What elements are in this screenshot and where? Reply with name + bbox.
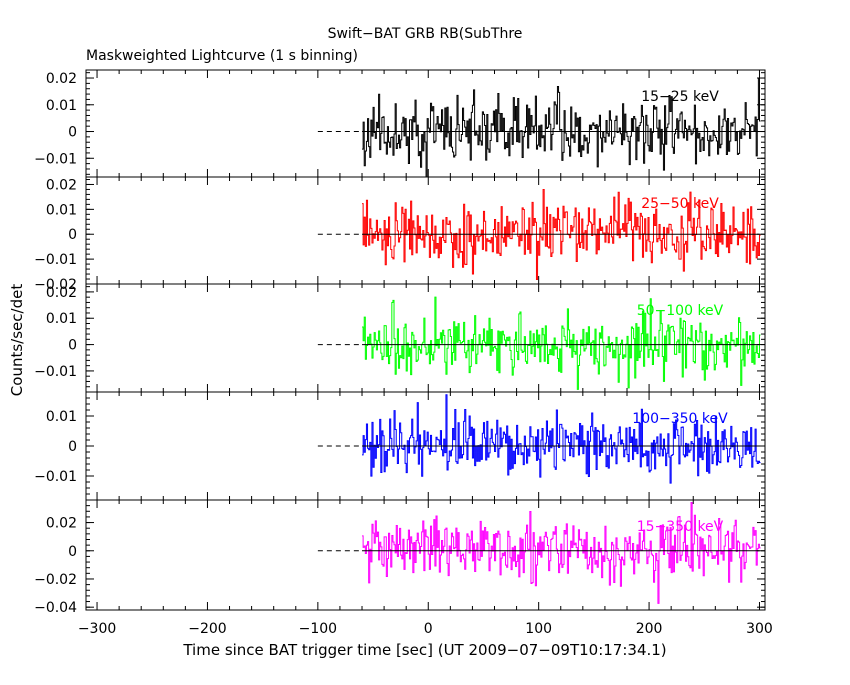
y-tick-label: −0.01	[34, 469, 77, 485]
x-axis-label: Time since BAT trigger time [sec] (UT 20…	[182, 641, 666, 659]
panel-frame	[85, 499, 766, 611]
series-line	[362, 502, 761, 604]
y-tick-label: −0.01	[34, 151, 77, 167]
y-tick-label: 0	[68, 544, 77, 560]
y-tick-label: 0.01	[46, 202, 77, 218]
y-tick-label: −0.02	[34, 572, 77, 588]
chart-title: Swift−BAT GRB RB(SubThre	[328, 26, 523, 42]
x-tick-label: −200	[188, 621, 226, 637]
y-tick-label: −0.04	[34, 600, 77, 616]
band-label: 100−350 keV	[632, 411, 728, 427]
y-tick-label: 0	[68, 338, 77, 354]
x-tick-label: −100	[299, 621, 337, 637]
x-tick-label: −300	[78, 621, 116, 637]
band-label: 15−350 keV	[637, 519, 724, 535]
panel-2: −0.02 −0.01 0 0.01 0.02 25−50 keV	[34, 176, 766, 293]
y-tick-label: 0	[68, 439, 77, 455]
y-tick-label: 0.02	[46, 177, 77, 193]
y-tick-label: −0.01	[34, 252, 77, 268]
series-line	[362, 394, 761, 484]
y-tick-label: 0	[68, 125, 77, 141]
y-tick-label: −0.02	[34, 277, 77, 293]
y-tick-label: 0	[68, 227, 77, 243]
x-tick-label: 100	[525, 621, 552, 637]
y-tick-label: 0.02	[46, 71, 77, 87]
panel-5: −0.04 −0.02 0 0.02 15−350 keV	[34, 499, 766, 616]
series-line	[362, 189, 761, 281]
chart-subtitle: Maskweighted Lightcurve (1 s binning)	[86, 48, 358, 64]
panels-layer: −0.01 0 0.01 0.02 15−25 keV −0.02 −0.01 0 0.01 0.…	[34, 69, 773, 637]
band-label: 25−50 keV	[641, 196, 719, 212]
y-tick-label: 0.02	[46, 516, 77, 532]
x-tick-label: 200	[636, 621, 663, 637]
band-label: 15−25 keV	[641, 89, 719, 105]
y-tick-label: 0.02	[46, 285, 77, 301]
y-tick-label: 0.01	[46, 98, 77, 114]
x-tick-label: 300	[746, 621, 773, 637]
y-tick-label: 0.01	[46, 409, 77, 425]
panel-1: −0.01 0 0.01 0.02 15−25 keV	[34, 69, 766, 178]
band-label: 50−100 keV	[637, 303, 724, 319]
y-tick-label: −0.01	[34, 364, 77, 380]
y-axis-label: Counts/sec/det	[8, 284, 26, 397]
series-line	[362, 77, 761, 178]
x-tick-label: 0	[424, 621, 433, 637]
panel-3: −0.01 0 0.01 0.02 50−100 keV	[34, 283, 766, 393]
y-tick-label: 0.01	[46, 311, 77, 327]
